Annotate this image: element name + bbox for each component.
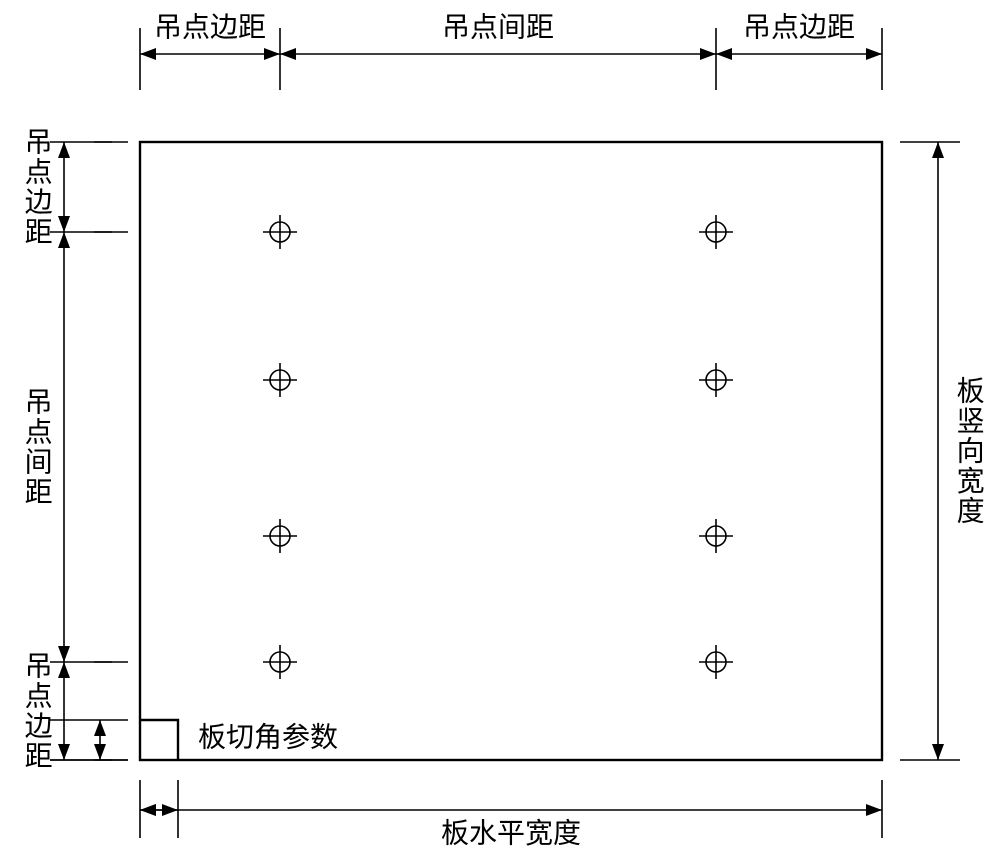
dim-label-right: 板竖向宽度: [953, 376, 985, 526]
dim-label-top-left: 吊点边距: [154, 12, 266, 43]
dim-label-left-bot: 吊点边距: [21, 651, 53, 771]
dim-label-top-right: 吊点边距: [743, 12, 855, 43]
dim-label-left-top: 吊点边距: [21, 127, 53, 247]
notch-label: 板切角参数: [198, 721, 338, 753]
dim-label-left-mid: 吊点间距: [21, 387, 53, 507]
dim-label-bottom: 板水平宽度: [441, 817, 581, 849]
dim-label-top-center: 吊点间距: [442, 11, 554, 43]
